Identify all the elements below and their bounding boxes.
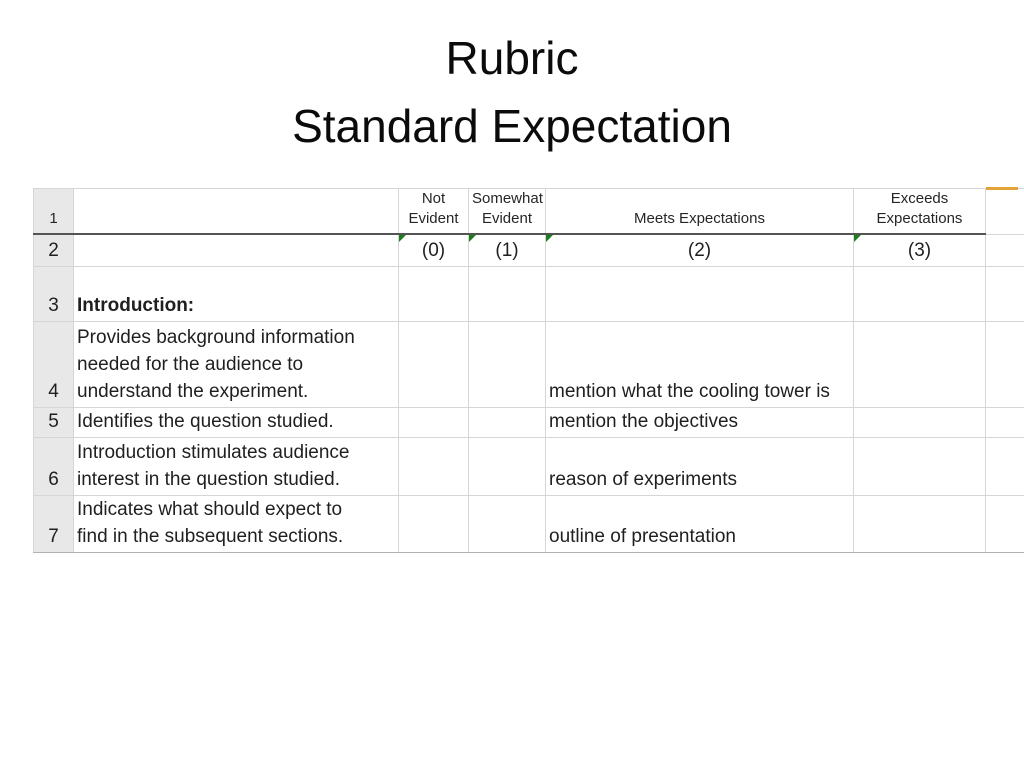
empty-cell <box>398 265 469 322</box>
empty-cell <box>853 320 986 408</box>
meets-note-cell: mention what the cooling tower is <box>545 320 854 408</box>
clipped-column-cell <box>985 188 1024 235</box>
table-row: 4 Provides background information needed… <box>33 320 1024 408</box>
table-row: 7 Indicates what should expect to find i… <box>33 494 1024 553</box>
clipped-column-cell <box>985 436 1024 496</box>
row-number-cell: 2 <box>33 233 74 267</box>
criteria-cell: Introduction: <box>73 265 399 322</box>
rubric-spreadsheet: 1 Not Evident Somewhat Evident Meets Exp… <box>33 187 1024 553</box>
empty-cell <box>853 265 986 322</box>
clipped-column-cell <box>985 320 1024 408</box>
meets-note-cell <box>545 265 854 322</box>
criteria-header-cell <box>73 188 399 235</box>
points-cell-1: (1) <box>468 233 546 267</box>
meets-note-cell: mention the objectives <box>545 406 854 438</box>
table-row: 6 Introduction stimulates audience inter… <box>33 436 1024 496</box>
row-number-cell: 7 <box>33 494 74 553</box>
criteria-cell: Indicates what should expect to find in … <box>73 494 399 553</box>
points-cell-3: (3) <box>853 233 986 267</box>
comment-flag-icon <box>546 235 553 242</box>
clipped-column-cell <box>985 233 1024 267</box>
slide-title-line2: Standard Expectation <box>292 100 732 152</box>
comment-flag-icon <box>469 235 476 242</box>
empty-cell <box>468 494 546 553</box>
row-number-cell: 6 <box>33 436 74 496</box>
empty-cell <box>468 265 546 322</box>
criteria-cell: Provides background information needed f… <box>73 320 399 408</box>
clipped-column-cell <box>985 406 1024 438</box>
points-value: (0) <box>421 239 446 261</box>
row-number-cell: 4 <box>33 320 74 408</box>
empty-cell <box>468 320 546 408</box>
row-number-cell: 3 <box>33 265 74 322</box>
row-number-cell: 1 <box>33 188 74 235</box>
highlighted-cell-border <box>986 187 1018 190</box>
empty-cell <box>468 406 546 438</box>
header-cell-meets-expectations: Meets Expectations <box>545 188 854 235</box>
comment-flag-icon <box>854 235 861 242</box>
header-cell-somewhat-evident: Somewhat Evident <box>468 188 546 235</box>
empty-cell <box>853 494 986 553</box>
meets-note-cell: reason of experiments <box>545 436 854 496</box>
empty-cell <box>398 494 469 553</box>
empty-cell <box>398 320 469 408</box>
row-number-cell: 5 <box>33 406 74 438</box>
rubric-table: 1 Not Evident Somewhat Evident Meets Exp… <box>33 188 1024 553</box>
table-row: 1 Not Evident Somewhat Evident Meets Exp… <box>33 188 1024 235</box>
empty-cell <box>398 406 469 438</box>
comment-flag-icon <box>399 235 406 242</box>
table-row: 3 Introduction: <box>33 265 1024 322</box>
empty-cell <box>73 233 399 267</box>
criteria-cell: Introduction stimulates audience interes… <box>73 436 399 496</box>
empty-cell <box>853 406 986 438</box>
points-value: (3) <box>907 239 932 261</box>
slide-title-line1: Rubric <box>445 32 579 84</box>
clipped-column-cell <box>985 494 1024 553</box>
slide-title: Rubric Standard Expectation <box>0 24 1024 160</box>
points-value: (2) <box>687 239 712 261</box>
criteria-cell: Identifies the question studied. <box>73 406 399 438</box>
empty-cell <box>468 436 546 496</box>
header-cell-not-evident: Not Evident <box>398 188 469 235</box>
meets-note-cell: outline of presentation <box>545 494 854 553</box>
table-row: 5 Identifies the question studied. menti… <box>33 406 1024 438</box>
table-row: 2 (0) (1) (2) (3) <box>33 233 1024 267</box>
clipped-column-cell <box>985 265 1024 322</box>
points-cell-0: (0) <box>398 233 469 267</box>
points-cell-2: (2) <box>545 233 854 267</box>
points-value: (1) <box>495 239 519 261</box>
empty-cell <box>398 436 469 496</box>
empty-cell <box>853 436 986 496</box>
header-cell-exceeds-expectations: Exceeds Expectations <box>853 188 986 235</box>
